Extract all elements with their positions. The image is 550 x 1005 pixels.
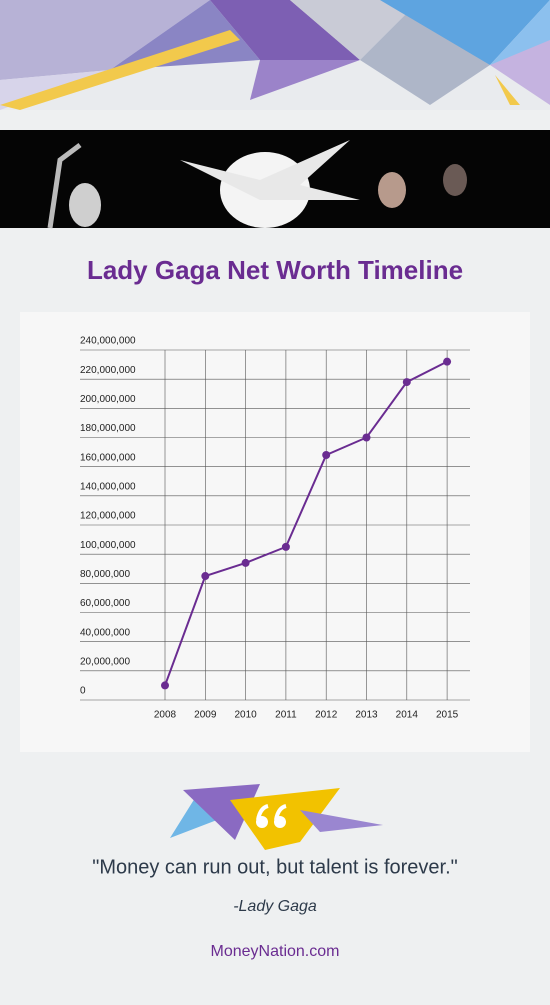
point (443, 357, 452, 366)
y-tick-label: 220,000,000 (80, 365, 136, 376)
chart: 0 20,000,000 40,000,000 60,000,000 80,000,00… (80, 336, 470, 721)
y-tick-label: 40,000,000 (80, 627, 130, 638)
photo-banner (0, 130, 550, 229)
line (164, 360, 448, 686)
top-decoration (0, 0, 550, 110)
point (241, 558, 250, 567)
y-tick-label: 140,000,000 (80, 481, 136, 492)
y-tick-label: 200,000,000 (80, 394, 136, 405)
y-tick-label: 80,000,000 (80, 569, 130, 580)
x-tick-label: 2011 (275, 710, 297, 721)
chart-panel (20, 312, 530, 752)
point (322, 451, 331, 459)
x-tick-label: 2013 (355, 710, 378, 721)
footer: MoneyNation.com (211, 943, 340, 960)
point (161, 681, 169, 690)
y-tick-label: 60,000,000 (80, 598, 130, 609)
y-tick-label: 120,000,000 (80, 511, 136, 522)
y-tick-label: 20,000,000 (80, 656, 130, 667)
x-tick-label: 2009 (194, 710, 217, 721)
point (362, 433, 371, 442)
x-tick-label: 2014 (396, 710, 419, 721)
x-tick-label: 2012 (315, 710, 338, 721)
point (281, 542, 290, 551)
quote: "Money can run out, but talent is foreve… (92, 856, 458, 878)
author: -Lady Gaga (233, 898, 317, 915)
chart-title: Lady Gaga Net Worth Timeline (87, 255, 463, 285)
point (402, 378, 411, 387)
y-tick-label: 0 (80, 686, 86, 697)
y-tick-label: 180,000,000 (80, 423, 136, 434)
x-tick-label: 2008 (154, 710, 177, 721)
y-tick-label: 240,000,000 (80, 336, 136, 347)
y-tick-label: 160,000,000 (80, 452, 136, 463)
quote-icon (170, 784, 383, 850)
y-tick-label: 100,000,000 (80, 540, 136, 551)
x-tick-label: 2015 (436, 710, 459, 721)
point (201, 572, 210, 581)
x-tick-label: 2010 (234, 710, 257, 721)
